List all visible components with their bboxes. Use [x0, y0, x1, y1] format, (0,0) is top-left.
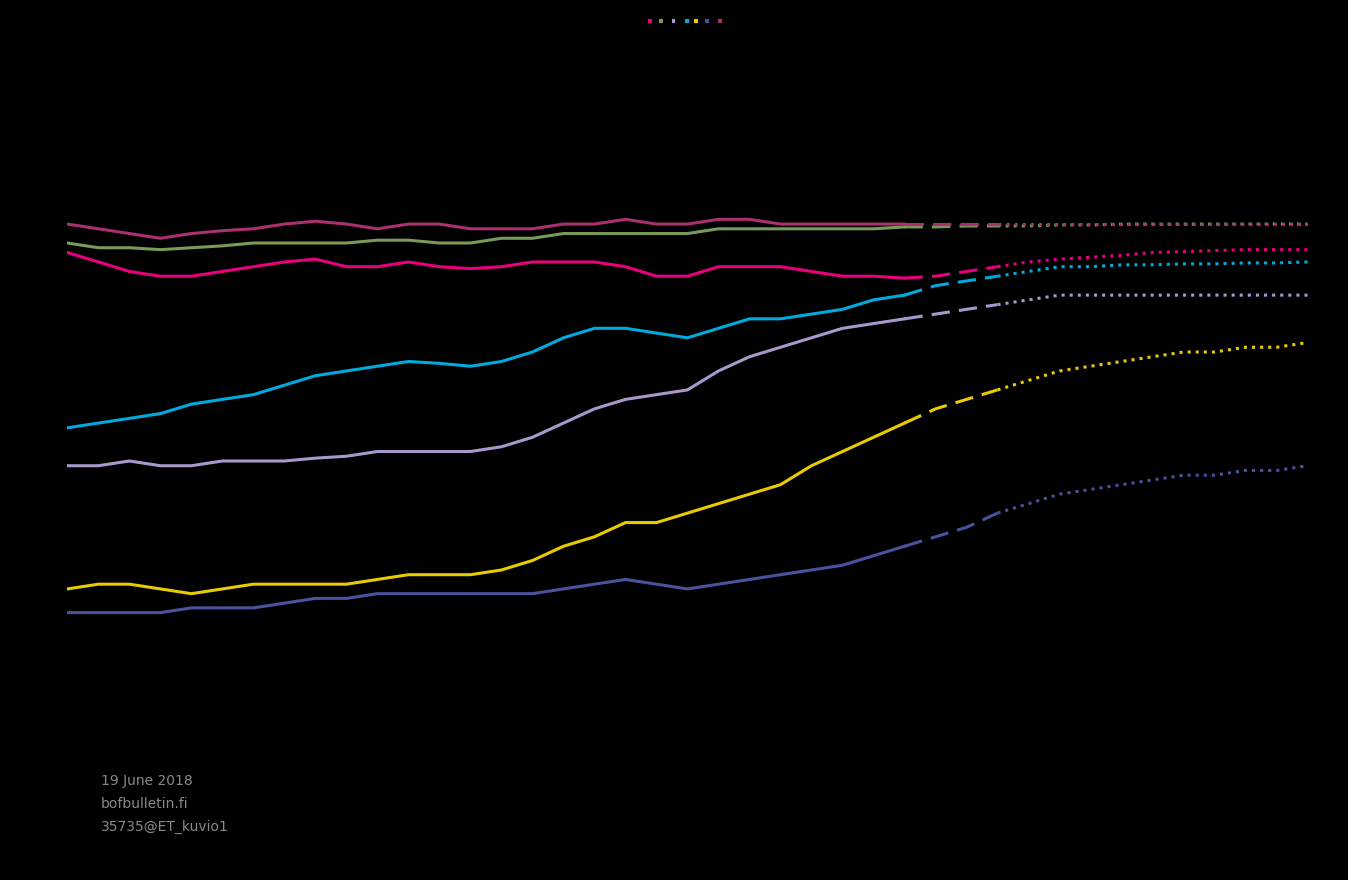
Text: 35735@ET_kuvio1: 35735@ET_kuvio1	[101, 820, 229, 834]
Legend: Finland, Sweden, Germany, USA, Japan, Denmark, Norway: Finland, Sweden, Germany, USA, Japan, De…	[647, 20, 728, 22]
Text: bofbulletin.fi: bofbulletin.fi	[101, 797, 189, 810]
Text: 19 June 2018: 19 June 2018	[101, 774, 193, 788]
